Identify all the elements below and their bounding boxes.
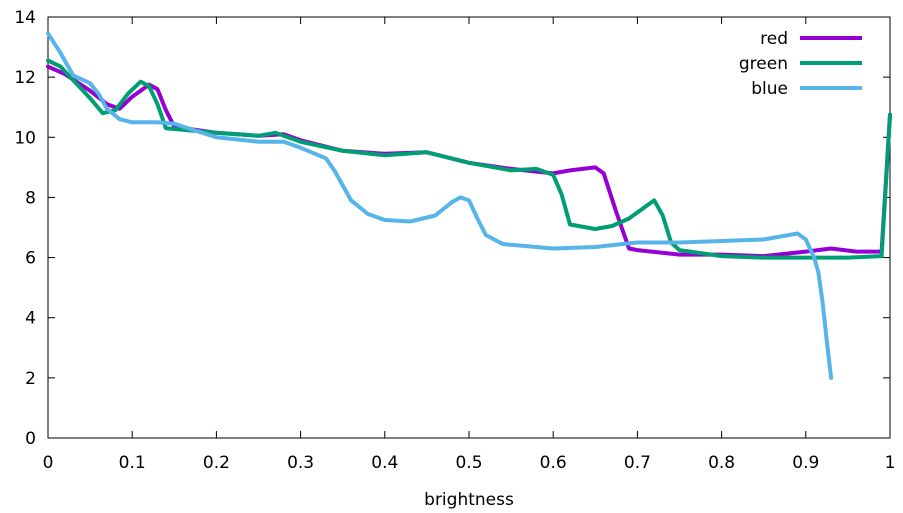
series-line-blue [46, 31, 834, 380]
legend: red green blue [739, 29, 862, 99]
x-tick-labels: 0 0.1 0.2 0.3 0.4 0.5 0.6 0.7 0.8 0.9 1 [43, 453, 896, 473]
y-tick-label: 4 [25, 309, 36, 329]
x-tick-label: 0.8 [708, 453, 735, 473]
legend-label-red: red [760, 29, 788, 49]
x-axis-label: brightness [424, 490, 514, 510]
y-tick-label: 8 [25, 188, 36, 208]
x-tick-label: 0.4 [371, 453, 398, 473]
series-line-green [46, 58, 892, 260]
x-tick-label: 0.9 [792, 453, 819, 473]
x-tick-label: 0.2 [203, 453, 230, 473]
y-tick-label: 0 [25, 429, 36, 449]
series-lines [46, 31, 892, 380]
x-tick-label: 0.3 [287, 453, 314, 473]
x-tick-label: 0.6 [540, 453, 567, 473]
y-tick-label: 14 [14, 8, 36, 28]
y-tick-label: 12 [14, 68, 36, 88]
x-tick-label: 1 [885, 453, 896, 473]
y-tick-label: 2 [25, 369, 36, 389]
legend-label-green: green [739, 54, 788, 74]
tick-marks [47, 16, 891, 439]
x-tick-label: 0.1 [119, 453, 146, 473]
x-tick-label: 0.5 [455, 453, 482, 473]
y-tick-labels: 0 2 4 6 8 10 12 14 [14, 8, 36, 449]
x-tick-label: 0 [43, 453, 54, 473]
legend-label-blue: blue [751, 79, 788, 99]
y-tick-label: 10 [14, 128, 36, 148]
x-tick-label: 0.7 [624, 453, 651, 473]
y-tick-label: 6 [25, 249, 36, 269]
